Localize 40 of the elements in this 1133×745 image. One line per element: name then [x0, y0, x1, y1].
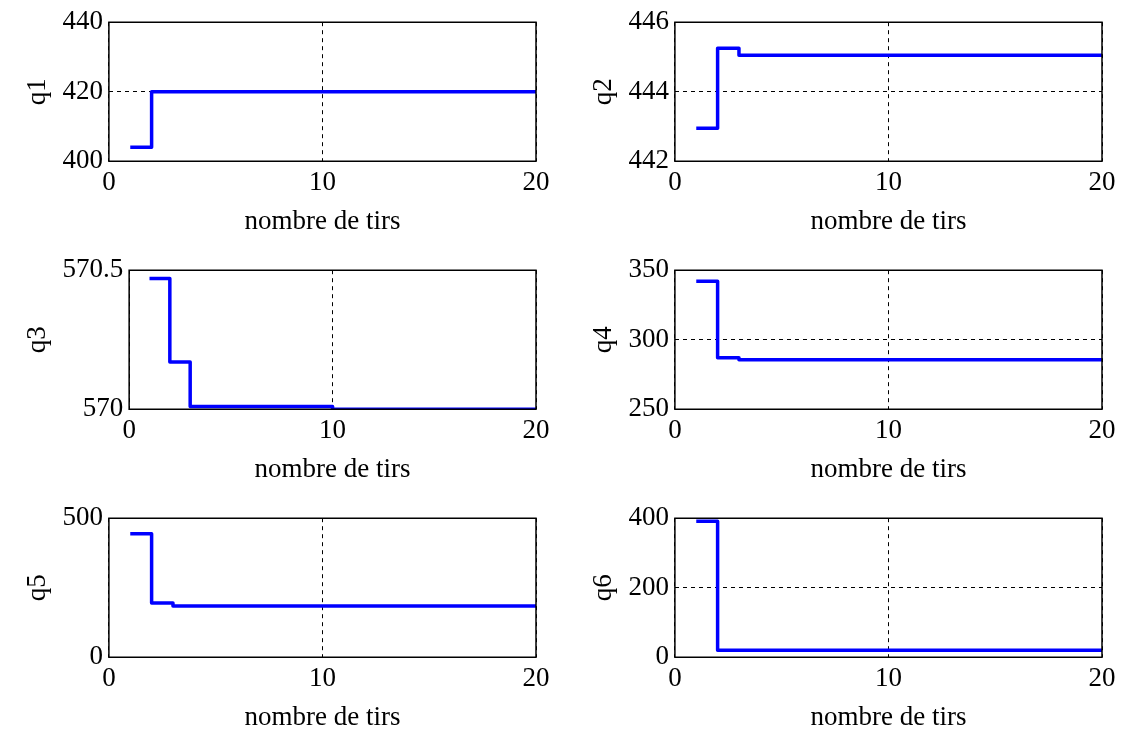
x-tick-label: 20 — [522, 414, 550, 445]
x-axis-title: nombre de tirs — [254, 452, 411, 483]
x-tick-label: 20 — [1088, 662, 1116, 693]
x-tick-label: 10 — [874, 166, 902, 197]
y-tick-label: 446 — [628, 5, 669, 36]
y-axis-title: q5 — [21, 574, 52, 602]
y-tick-label: 444 — [628, 74, 670, 105]
y-tick-label: 200 — [628, 570, 669, 601]
x-tick-label: 10 — [319, 414, 347, 445]
x-axis-title: nombre de tirs — [810, 204, 967, 235]
y-axis-title: q1 — [21, 78, 52, 106]
y-tick-label: 400 — [62, 144, 103, 175]
x-axis-title: nombre de tirs — [244, 204, 401, 235]
y-tick-label: 0 — [89, 640, 103, 671]
y-axis-title: q3 — [21, 326, 52, 354]
y-tick-label: 300 — [628, 322, 669, 353]
y-tick-label: 442 — [628, 144, 669, 175]
y-tick-label: 350 — [628, 253, 669, 284]
y-axis-title: q6 — [587, 574, 618, 602]
y-tick-label: 250 — [628, 392, 669, 423]
x-tick-label: 20 — [522, 166, 550, 197]
x-tick-label: 10 — [308, 662, 336, 693]
y-tick-label: 500 — [62, 501, 103, 532]
x-axis-title: nombre de tirs — [810, 700, 967, 731]
y-tick-label: 440 — [62, 5, 103, 36]
x-tick-label: 20 — [1088, 414, 1116, 445]
y-tick-label: 570.5 — [62, 253, 124, 284]
y-axis-title: q2 — [587, 78, 618, 106]
y-tick-label: 570 — [82, 392, 124, 423]
y-tick-label: 420 — [62, 74, 103, 105]
y-tick-label: 400 — [628, 501, 669, 532]
x-tick-label: 20 — [522, 662, 550, 693]
x-tick-label: 10 — [874, 414, 902, 445]
y-tick-label: 0 — [655, 640, 669, 671]
x-tick-label: 10 — [308, 166, 336, 197]
x-axis-title: nombre de tirs — [244, 700, 401, 731]
x-axis-title: nombre de tirs — [810, 452, 967, 483]
y-axis-title: q4 — [587, 325, 618, 354]
x-tick-label: 20 — [1088, 166, 1116, 197]
x-tick-label: 10 — [874, 662, 902, 693]
